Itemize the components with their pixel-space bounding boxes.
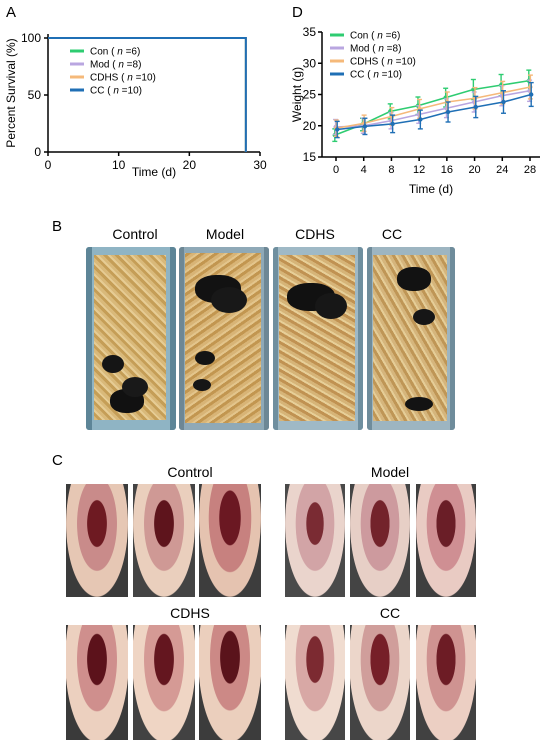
x-tick-label: 8 <box>388 164 394 176</box>
x-tick-label: 20 <box>183 158 197 172</box>
cage-photo-control <box>86 247 176 430</box>
legend-label-con: Con ( n =6) <box>350 31 400 42</box>
dissection-photo-control-3 <box>199 484 261 597</box>
legend-label-con: Con ( n =6) <box>90 47 140 58</box>
dissection-photo-cdhs-3 <box>199 625 261 740</box>
x-tick-label: 20 <box>468 164 480 176</box>
survival-series-cdhs <box>48 37 247 152</box>
weight-series-cdhs <box>336 86 531 130</box>
cage-photo-cdhs <box>273 247 363 430</box>
legend-label-cc: CC ( n =10) <box>350 70 402 81</box>
panel-letter-b: B <box>52 218 63 235</box>
x-tick-label: 4 <box>361 164 367 176</box>
photo-label-model: Model <box>205 226 245 242</box>
data-point-cc <box>335 127 340 132</box>
panel-letter-d: D <box>292 4 303 21</box>
survival-series-mod <box>48 37 247 152</box>
x-axis-title: Time (d) <box>132 165 176 179</box>
weight-chart-axes: 0 4 8 12 16 20 24 28 15 20 25 30 35 Time (d) Weight (g… <box>290 25 540 196</box>
dissection-label-cc: CC <box>379 605 401 621</box>
data-point-cc <box>418 117 423 122</box>
y-tick-label: 35 <box>303 25 317 39</box>
data-point-cc <box>473 104 478 110</box>
dissection-photo-cdhs-2 <box>133 625 195 740</box>
cage-photo-model <box>179 247 269 430</box>
photo-label-cc: CC <box>381 226 403 242</box>
data-point-cc <box>501 99 506 105</box>
y-tick-label: 50 <box>28 88 42 102</box>
data-point-cc <box>529 92 534 97</box>
y-tick-label: 100 <box>21 31 41 45</box>
dissection-photo-cc-3 <box>416 625 476 740</box>
dissection-photo-control-1 <box>66 484 128 597</box>
survival-chart-legend: Con ( n =6) Mod ( n =8) CDHS ( n =10) CC ( … <box>70 47 156 97</box>
cage-photo-cc <box>367 247 455 430</box>
weight-chart-series <box>332 69 534 143</box>
x-tick-label: 0 <box>333 164 339 176</box>
legend-label-mod: Mod ( n =8) <box>350 44 401 55</box>
x-tick-label: 24 <box>496 164 508 176</box>
photo-label-cdhs: CDHS <box>295 226 335 242</box>
survival-series-cc <box>48 37 247 152</box>
y-axis-title: Weight (g) <box>290 67 304 122</box>
weight-series-mod <box>335 89 530 128</box>
x-axis-title: Time (d) <box>409 182 453 196</box>
panel-letter-a: A <box>6 4 17 21</box>
dissection-photo-model-3 <box>416 484 476 597</box>
dissection-photo-cc-2 <box>350 625 410 740</box>
x-tick-label: 16 <box>441 164 453 176</box>
dissection-photo-cc-1 <box>285 625 345 740</box>
dissection-photo-cdhs-1 <box>66 625 128 740</box>
photo-label-control: Control <box>112 226 158 242</box>
y-tick-label: 15 <box>303 150 317 164</box>
dissection-photo-control-2 <box>133 484 195 597</box>
survival-series-con <box>48 37 247 152</box>
survival-chart: 0 10 20 30 0 50 100 Time (d) Percent Survival (%… <box>4 31 267 179</box>
y-tick-label: 0 <box>34 145 41 159</box>
dissection-photo-model-2 <box>350 484 410 597</box>
y-tick-label: 20 <box>303 119 317 133</box>
weight-chart: 0 4 8 12 16 20 24 28 15 20 25 30 35 Time (d) Weight (g… <box>290 25 540 196</box>
dissection-photo-model-1 <box>285 484 345 597</box>
x-tick-label: 12 <box>413 164 425 176</box>
legend-label-mod: Mod ( n =8) <box>90 60 141 71</box>
x-tick-label: 0 <box>45 158 52 172</box>
legend-label-cdhs: CDHS ( n =10) <box>350 57 416 68</box>
y-tick-label: 25 <box>303 88 317 102</box>
legend-label-cdhs: CDHS ( n =10) <box>90 73 156 84</box>
x-tick-label: 10 <box>112 158 126 172</box>
survival-chart-series <box>48 37 247 152</box>
weight-series-cc <box>337 93 532 131</box>
data-point-cc <box>445 109 451 115</box>
y-axis-title: Percent Survival (%) <box>4 38 18 147</box>
y-tick-label: 30 <box>303 56 317 70</box>
x-tick-label: 28 <box>524 164 536 176</box>
x-tick-label: 30 <box>253 158 267 172</box>
data-point-cc <box>362 124 368 129</box>
data-point-cdhs <box>528 84 533 90</box>
data-point-cc <box>390 121 395 127</box>
dissection-label-model: Model <box>370 464 410 480</box>
legend-label-cc: CC ( n =10) <box>90 86 142 97</box>
panel-letter-c: C <box>52 452 63 469</box>
weight-chart-legend: Con ( n =6) Mod ( n =8) CDHS ( n =10) CC ( … <box>330 31 416 81</box>
dissection-label-control: Control <box>167 464 213 480</box>
dissection-label-cdhs: CDHS <box>170 605 210 621</box>
survival-chart-axes: 0 10 20 30 0 50 100 Time (d) Percent Survival (%… <box>4 31 267 179</box>
